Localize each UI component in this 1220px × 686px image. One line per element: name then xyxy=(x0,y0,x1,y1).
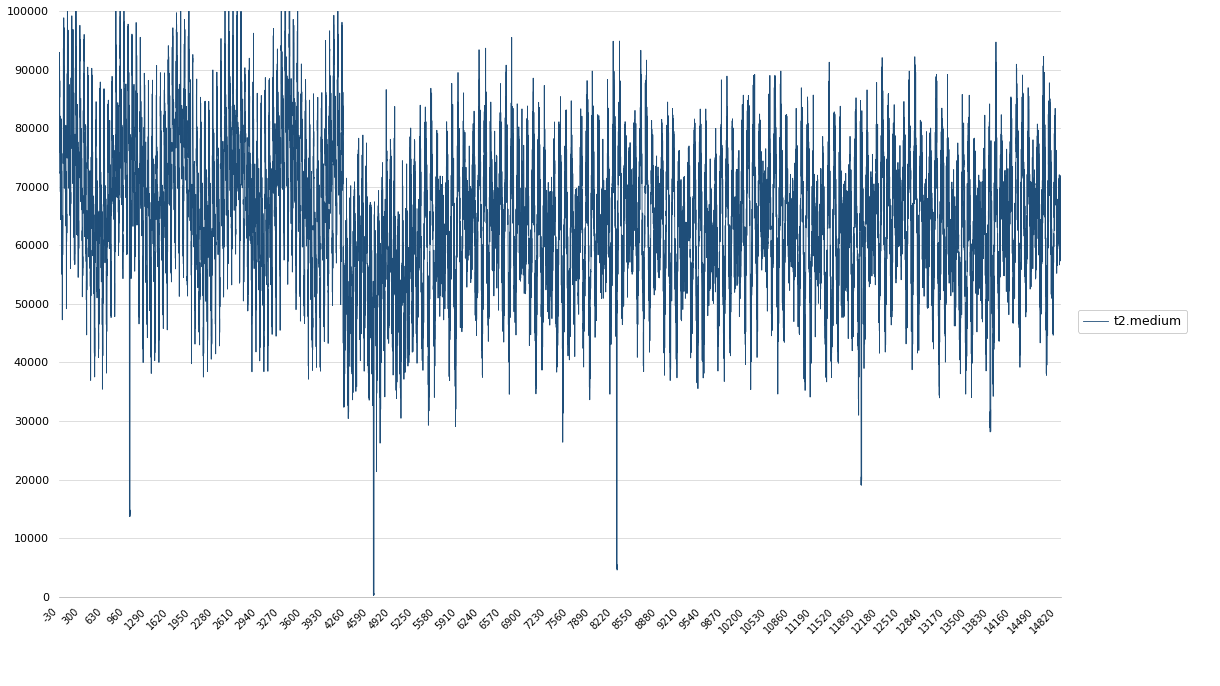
t2.medium xyxy=(238,137,253,145)
t2.medium xyxy=(337,346,351,355)
t2.medium xyxy=(1047,225,1061,233)
t2.medium xyxy=(60,7,74,15)
t2.medium xyxy=(285,240,300,248)
t2.medium xyxy=(994,188,1009,196)
t2.medium xyxy=(366,591,381,600)
t2.medium xyxy=(1053,233,1068,241)
t2.medium xyxy=(1024,246,1038,254)
t2.medium xyxy=(51,168,66,176)
Legend: t2.medium: t2.medium xyxy=(1077,310,1187,333)
Line: t2.medium: t2.medium xyxy=(59,11,1060,595)
